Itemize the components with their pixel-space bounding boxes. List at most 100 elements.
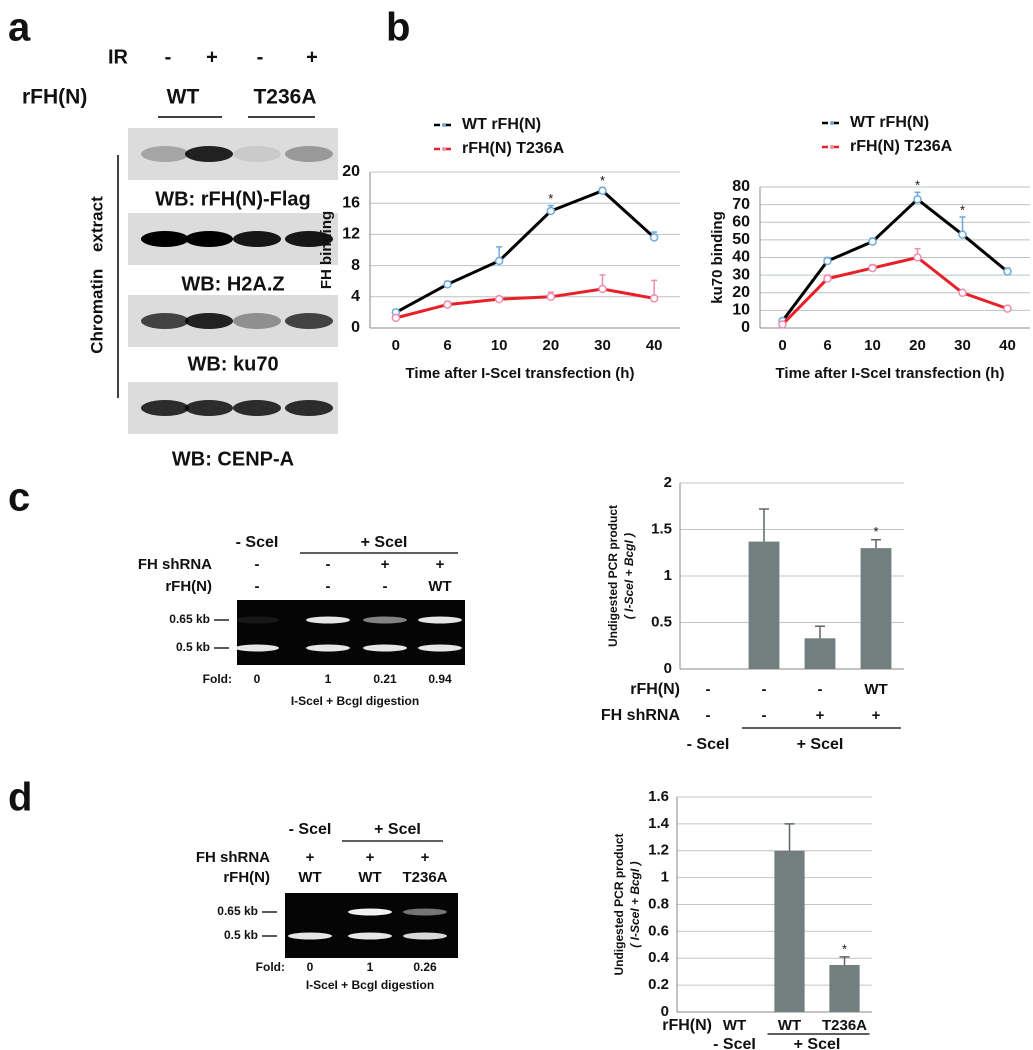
- x-tick-label: 30: [594, 337, 611, 354]
- data-point: [649, 294, 659, 303]
- side-label: Chromatin extract: [87, 196, 106, 354]
- x-tick-label: 6: [443, 337, 451, 354]
- row-label: FH shRNA: [601, 707, 681, 724]
- blot-band: [285, 231, 333, 247]
- row-value: -: [706, 707, 711, 724]
- series-line: [781, 255, 1008, 326]
- row-value: +: [816, 707, 825, 724]
- x-tick-label: 20: [909, 337, 926, 354]
- y-tick-label: 0.5: [651, 613, 672, 630]
- significance: *: [915, 178, 920, 193]
- bar: [804, 638, 836, 669]
- blot-band: [285, 400, 333, 416]
- data-point: [868, 263, 877, 273]
- ir-label: IR: [108, 46, 129, 68]
- gel-group: + SceI: [361, 534, 408, 551]
- blot-band: [285, 313, 333, 329]
- bar: [748, 541, 780, 669]
- gel: [237, 600, 465, 665]
- y-tick-label: 1.2: [648, 842, 669, 859]
- gel-band: [288, 909, 332, 916]
- blot-band: [185, 231, 233, 247]
- fold-value: 0: [307, 960, 314, 974]
- y-tick-label: 12: [342, 226, 360, 243]
- y-tick-label: 0.8: [648, 895, 669, 912]
- y-tick-label: 80: [732, 178, 750, 195]
- y-tick-label: 1.6: [648, 788, 669, 805]
- data-point: [546, 206, 556, 216]
- blot-band: [185, 400, 233, 416]
- ir-value: +: [206, 46, 218, 68]
- gel-band: [348, 932, 392, 940]
- blot-label: WB: CENP-A: [172, 448, 294, 470]
- gel-band: [363, 616, 407, 624]
- y-tick-label: 16: [342, 194, 360, 211]
- data-point: [823, 256, 832, 266]
- row-value: +: [872, 707, 881, 724]
- data-point: [1003, 267, 1012, 276]
- ir-value: -: [165, 46, 172, 68]
- gel-band: [418, 644, 462, 652]
- data-point: [598, 186, 607, 195]
- blot-band: [233, 313, 281, 329]
- bar: [860, 548, 892, 669]
- bar: [774, 850, 805, 1012]
- group-label: + SceI: [797, 736, 844, 753]
- x-tick-label: 6: [823, 337, 831, 354]
- rfh-label: rFH(N): [22, 86, 87, 109]
- y-tick-label: 0: [661, 1003, 669, 1020]
- blot-band: [233, 146, 281, 162]
- gel-band: [306, 644, 350, 652]
- row-value: -: [762, 707, 767, 724]
- data-point: [494, 256, 504, 266]
- row-value: -: [255, 556, 260, 573]
- data-point: [494, 294, 504, 304]
- y-tick-label: 10: [732, 302, 750, 319]
- bar: [829, 964, 860, 1012]
- x-tick-label: 0: [392, 337, 400, 354]
- blot-band: [141, 146, 189, 162]
- y-tick-label: 20: [342, 163, 360, 180]
- gel-band: [235, 616, 279, 624]
- blot-label: WB: ku70: [187, 353, 278, 375]
- fold-value: 1: [325, 672, 332, 686]
- fold-value: 1: [367, 960, 374, 974]
- y-tick-label: 20: [732, 284, 750, 301]
- panel-label: a: [8, 6, 31, 50]
- data-point: [913, 195, 922, 204]
- row-value: -: [383, 578, 388, 595]
- blot-label: WB: rFH(N)-Flag: [155, 188, 311, 210]
- fold-label: Fold:: [203, 672, 232, 686]
- row-value: +: [366, 849, 375, 866]
- y-tick-label: 1: [661, 869, 669, 886]
- series-line: [395, 287, 655, 320]
- group-label: T236A: [253, 86, 316, 109]
- gel-band: [348, 908, 392, 916]
- blot-band: [285, 146, 333, 162]
- row-value: -: [326, 556, 331, 573]
- y-axis-label: ku70 binding: [709, 211, 726, 304]
- fold-label: Fold:: [256, 960, 285, 974]
- significance: *: [548, 191, 553, 206]
- x-tick-label: 40: [999, 337, 1016, 354]
- y-tick-label: 4: [351, 288, 360, 305]
- row-value: WT: [428, 578, 451, 595]
- significance: *: [873, 524, 878, 539]
- gel-group: - SceI: [289, 821, 332, 838]
- y-tick-label: 0: [741, 319, 750, 336]
- panel-label: b: [386, 6, 410, 50]
- row-label: rFH(N): [165, 578, 212, 595]
- data-point: [546, 292, 556, 302]
- gel-band: [235, 644, 279, 652]
- y-tick-label: 0: [664, 660, 672, 677]
- significance: *: [600, 173, 605, 188]
- fold-value: 0: [254, 672, 261, 686]
- gel-band: [306, 616, 350, 624]
- data-point: [649, 233, 659, 242]
- x-tick-label: 20: [542, 337, 559, 354]
- significance: *: [960, 202, 965, 217]
- y-tick-label: 1.4: [648, 815, 670, 832]
- legend-marker: [830, 145, 834, 149]
- row-value: -: [255, 578, 260, 595]
